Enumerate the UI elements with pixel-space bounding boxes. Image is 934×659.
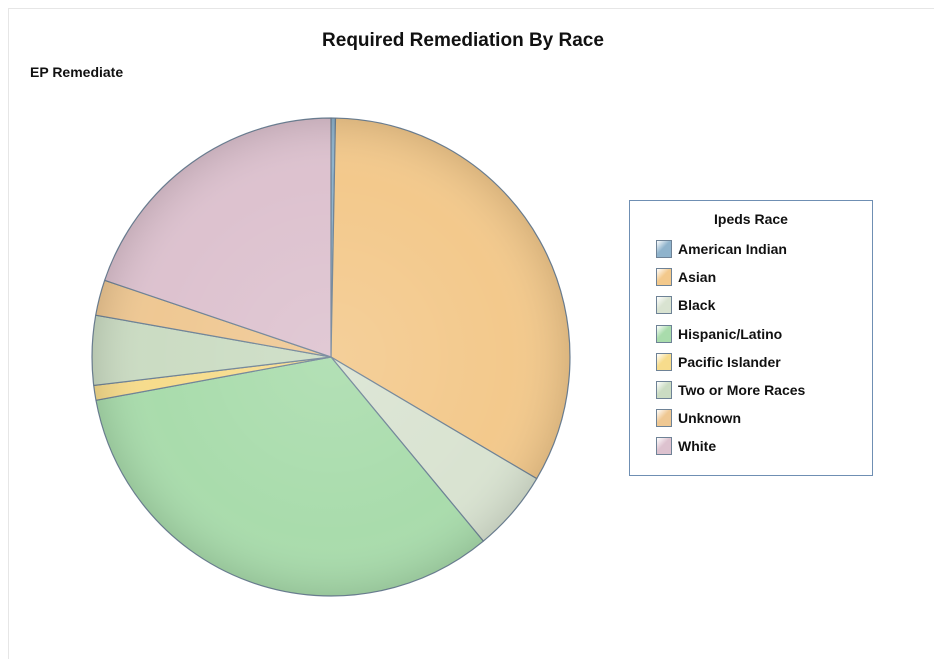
legend-label: American Indian — [678, 241, 787, 258]
chart-subtitle: EP Remediate — [30, 64, 124, 80]
legend: Ipeds Race American Indian Asian Black Hisp… — [629, 200, 873, 476]
legend-label: Unknown — [678, 410, 741, 427]
legend-item-pacific-islander: Pacific Islander — [630, 348, 872, 376]
legend-item-black: Black — [630, 291, 872, 319]
legend-label: White — [678, 438, 717, 455]
legend-items: American Indian Asian Black Hispanic/Latino… — [630, 235, 872, 461]
legend-label: Black — [678, 297, 716, 314]
pie-slices — [91, 117, 571, 597]
legend-item-white: White — [630, 432, 872, 460]
legend-label: Two or More Races — [678, 382, 806, 399]
legend-swatch — [656, 409, 672, 428]
legend-item-unknown: Unknown — [630, 404, 872, 432]
legend-item-two-or-more-races: Two or More Races — [630, 376, 872, 404]
legend-item-asian: Asian — [630, 263, 872, 291]
legend-item-american-indian: American Indian — [630, 235, 872, 263]
legend-swatch — [656, 437, 672, 456]
legend-swatch — [656, 381, 672, 400]
legend-title: Ipeds Race — [714, 211, 788, 227]
legend-label: Asian — [678, 269, 717, 286]
legend-swatch — [656, 296, 672, 315]
legend-item-hispanic-latino: Hispanic/Latino — [630, 320, 872, 348]
legend-swatch — [656, 268, 672, 287]
legend-label: Hispanic/Latino — [678, 325, 783, 342]
legend-swatch — [656, 240, 672, 259]
legend-label: Pacific Islander — [678, 353, 781, 370]
legend-swatch — [656, 352, 672, 371]
legend-swatch — [656, 324, 672, 343]
chart-title: Required Remediation By Race — [322, 30, 604, 51]
